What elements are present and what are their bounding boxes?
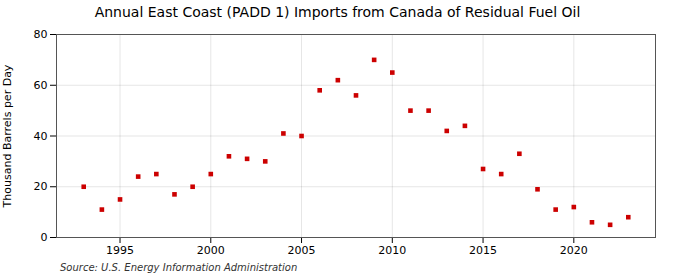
html-text:Annual East Coast (PADD 1) Imp: Annual East Coast (PADD 1) Imports from … [94, 4, 581, 20]
svg-text:2015: 2015 [469, 244, 497, 257]
svg-text:80: 80 [34, 28, 48, 41]
svg-text:0: 0 [41, 231, 48, 244]
svg-text:20: 20 [34, 180, 48, 193]
html-text:Source: U.S. Energy Informatio: Source: U.S. Energy Information Administ… [60, 262, 298, 273]
svg-text:2000: 2000 [197, 244, 225, 257]
svg-text:2005: 2005 [288, 244, 316, 257]
svg-text:60: 60 [34, 79, 48, 92]
svg-text:40: 40 [34, 130, 48, 143]
svg-text:1995: 1995 [106, 244, 134, 257]
svg-text:2020: 2020 [560, 244, 588, 257]
svg-text:2010: 2010 [378, 244, 406, 257]
svg-text:Thousand Barrels per Day: Thousand Barrels per Day [1, 64, 14, 208]
